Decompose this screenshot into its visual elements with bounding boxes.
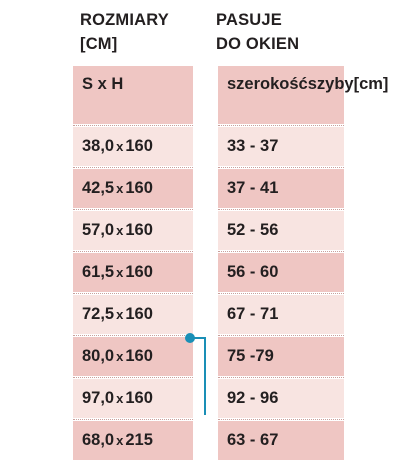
size-width: 72,5 <box>82 305 115 323</box>
glass-width-range: 37 - 41 <box>227 179 279 197</box>
leader-line-vertical <box>204 337 206 415</box>
glass-width-cell: 67 - 71 <box>218 295 344 334</box>
header-fits-line1: PASUJE <box>216 11 282 29</box>
row-separator <box>73 377 193 378</box>
row-separator <box>218 377 344 378</box>
size-height: 160 <box>125 347 153 365</box>
subheader-glass-line1: szerokość <box>227 75 308 93</box>
glass-width-cell: 52 - 56 <box>218 211 344 250</box>
glass-width-range: 75 -79 <box>227 347 274 365</box>
leader-line <box>190 337 206 339</box>
glass-width-range: 52 - 56 <box>227 221 279 239</box>
row-separator <box>73 209 193 210</box>
size-height: 160 <box>125 389 153 407</box>
subheader-glass-width: szerokość szyby[cm] <box>218 66 388 124</box>
size-height: 160 <box>125 305 153 323</box>
row-separator <box>218 209 344 210</box>
size-cell: 68,0 x 215 <box>73 421 193 460</box>
size-width: 68,0 <box>82 431 115 449</box>
size-cell: 57,0 x 160 <box>73 211 193 250</box>
header-sizes-line1: ROZMIARY <box>80 11 169 29</box>
size-height: 215 <box>125 431 153 449</box>
row-separator <box>218 251 344 252</box>
subheader-sxh-label: S x H <box>82 75 124 93</box>
size-times: x <box>116 223 124 238</box>
size-height: 160 <box>125 263 153 281</box>
glass-width-cell: 63 - 67 <box>218 421 344 460</box>
row-separator <box>73 125 193 126</box>
glass-width-range: 67 - 71 <box>227 305 279 323</box>
glass-width-range: 33 - 37 <box>227 137 279 155</box>
size-times: x <box>116 181 124 196</box>
size-times: x <box>116 433 124 448</box>
subheader-glass-line2: szyby[cm] <box>307 75 389 93</box>
size-times: x <box>116 349 124 364</box>
size-width: 57,0 <box>82 221 115 239</box>
row-separator <box>218 293 344 294</box>
row-separator <box>218 125 344 126</box>
size-width: 97,0 <box>82 389 115 407</box>
size-cell: 61,5 x 160 <box>73 253 193 292</box>
size-times: x <box>116 391 124 406</box>
glass-width-range: 56 - 60 <box>227 263 279 281</box>
row-separator <box>73 419 193 420</box>
row-separator <box>218 167 344 168</box>
size-cell: 97,0 x 160 <box>73 379 193 418</box>
size-cell: 38,0 x 160 <box>73 127 193 166</box>
header-sizes-line2: [CM] <box>80 35 118 53</box>
size-height: 160 <box>125 137 153 155</box>
glass-width-cell: 56 - 60 <box>218 253 344 292</box>
glass-width-cell: 75 -79 <box>218 337 344 376</box>
size-width: 38,0 <box>82 137 115 155</box>
glass-width-range: 63 - 67 <box>227 431 279 449</box>
row-separator <box>218 419 344 420</box>
row-separator <box>73 335 193 336</box>
size-height: 160 <box>125 179 153 197</box>
size-times: x <box>116 139 124 154</box>
size-cell: 42,5 x 160 <box>73 169 193 208</box>
glass-width-cell: 33 - 37 <box>218 127 344 166</box>
glass-width-range: 92 - 96 <box>227 389 279 407</box>
size-width: 42,5 <box>82 179 115 197</box>
size-times: x <box>116 265 124 280</box>
size-times: x <box>116 307 124 322</box>
row-separator <box>73 293 193 294</box>
glass-width-cell: 37 - 41 <box>218 169 344 208</box>
header-sizes: ROZMIARY [CM] <box>80 8 169 56</box>
size-cell: 80,0 x 160 <box>73 337 193 376</box>
glass-width-cell: 92 - 96 <box>218 379 344 418</box>
row-separator <box>73 167 193 168</box>
size-height: 160 <box>125 221 153 239</box>
header-fits-windows: PASUJE DO OKIEN <box>216 8 299 56</box>
subheader-sxh: S x H <box>73 66 193 124</box>
row-separator <box>218 335 344 336</box>
row-separator <box>73 251 193 252</box>
header-fits-line2: DO OKIEN <box>216 35 300 53</box>
size-width: 80,0 <box>82 347 115 365</box>
size-width: 61,5 <box>82 263 115 281</box>
size-cell: 72,5 x 160 <box>73 295 193 334</box>
